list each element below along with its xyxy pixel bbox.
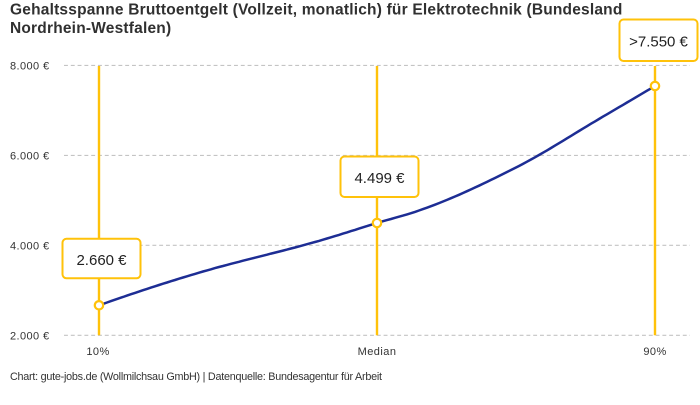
- svg-text:Gehaltsspanne Bruttoentgelt (V: Gehaltsspanne Bruttoentgelt (Vollzeit, m…: [10, 2, 623, 19]
- svg-text:90%: 90%: [643, 346, 666, 358]
- svg-text:Median: Median: [358, 346, 397, 358]
- svg-text:4.499 €: 4.499 €: [354, 170, 405, 187]
- svg-text:10%: 10%: [86, 346, 109, 358]
- svg-text:8.000 €: 8.000 €: [10, 60, 50, 72]
- svg-text:2.660 €: 2.660 €: [76, 252, 127, 269]
- svg-text:2.000 €: 2.000 €: [10, 330, 50, 342]
- svg-text:Chart: gute-jobs.de (Wollmilch: Chart: gute-jobs.de (Wollmilchsau GmbH) …: [10, 371, 382, 383]
- svg-text:6.000 €: 6.000 €: [10, 150, 50, 162]
- svg-text:>7.550 €: >7.550 €: [629, 33, 688, 50]
- svg-text:4.000 €: 4.000 €: [10, 240, 50, 252]
- svg-text:Nordrhein-Westfalen): Nordrhein-Westfalen): [10, 20, 171, 37]
